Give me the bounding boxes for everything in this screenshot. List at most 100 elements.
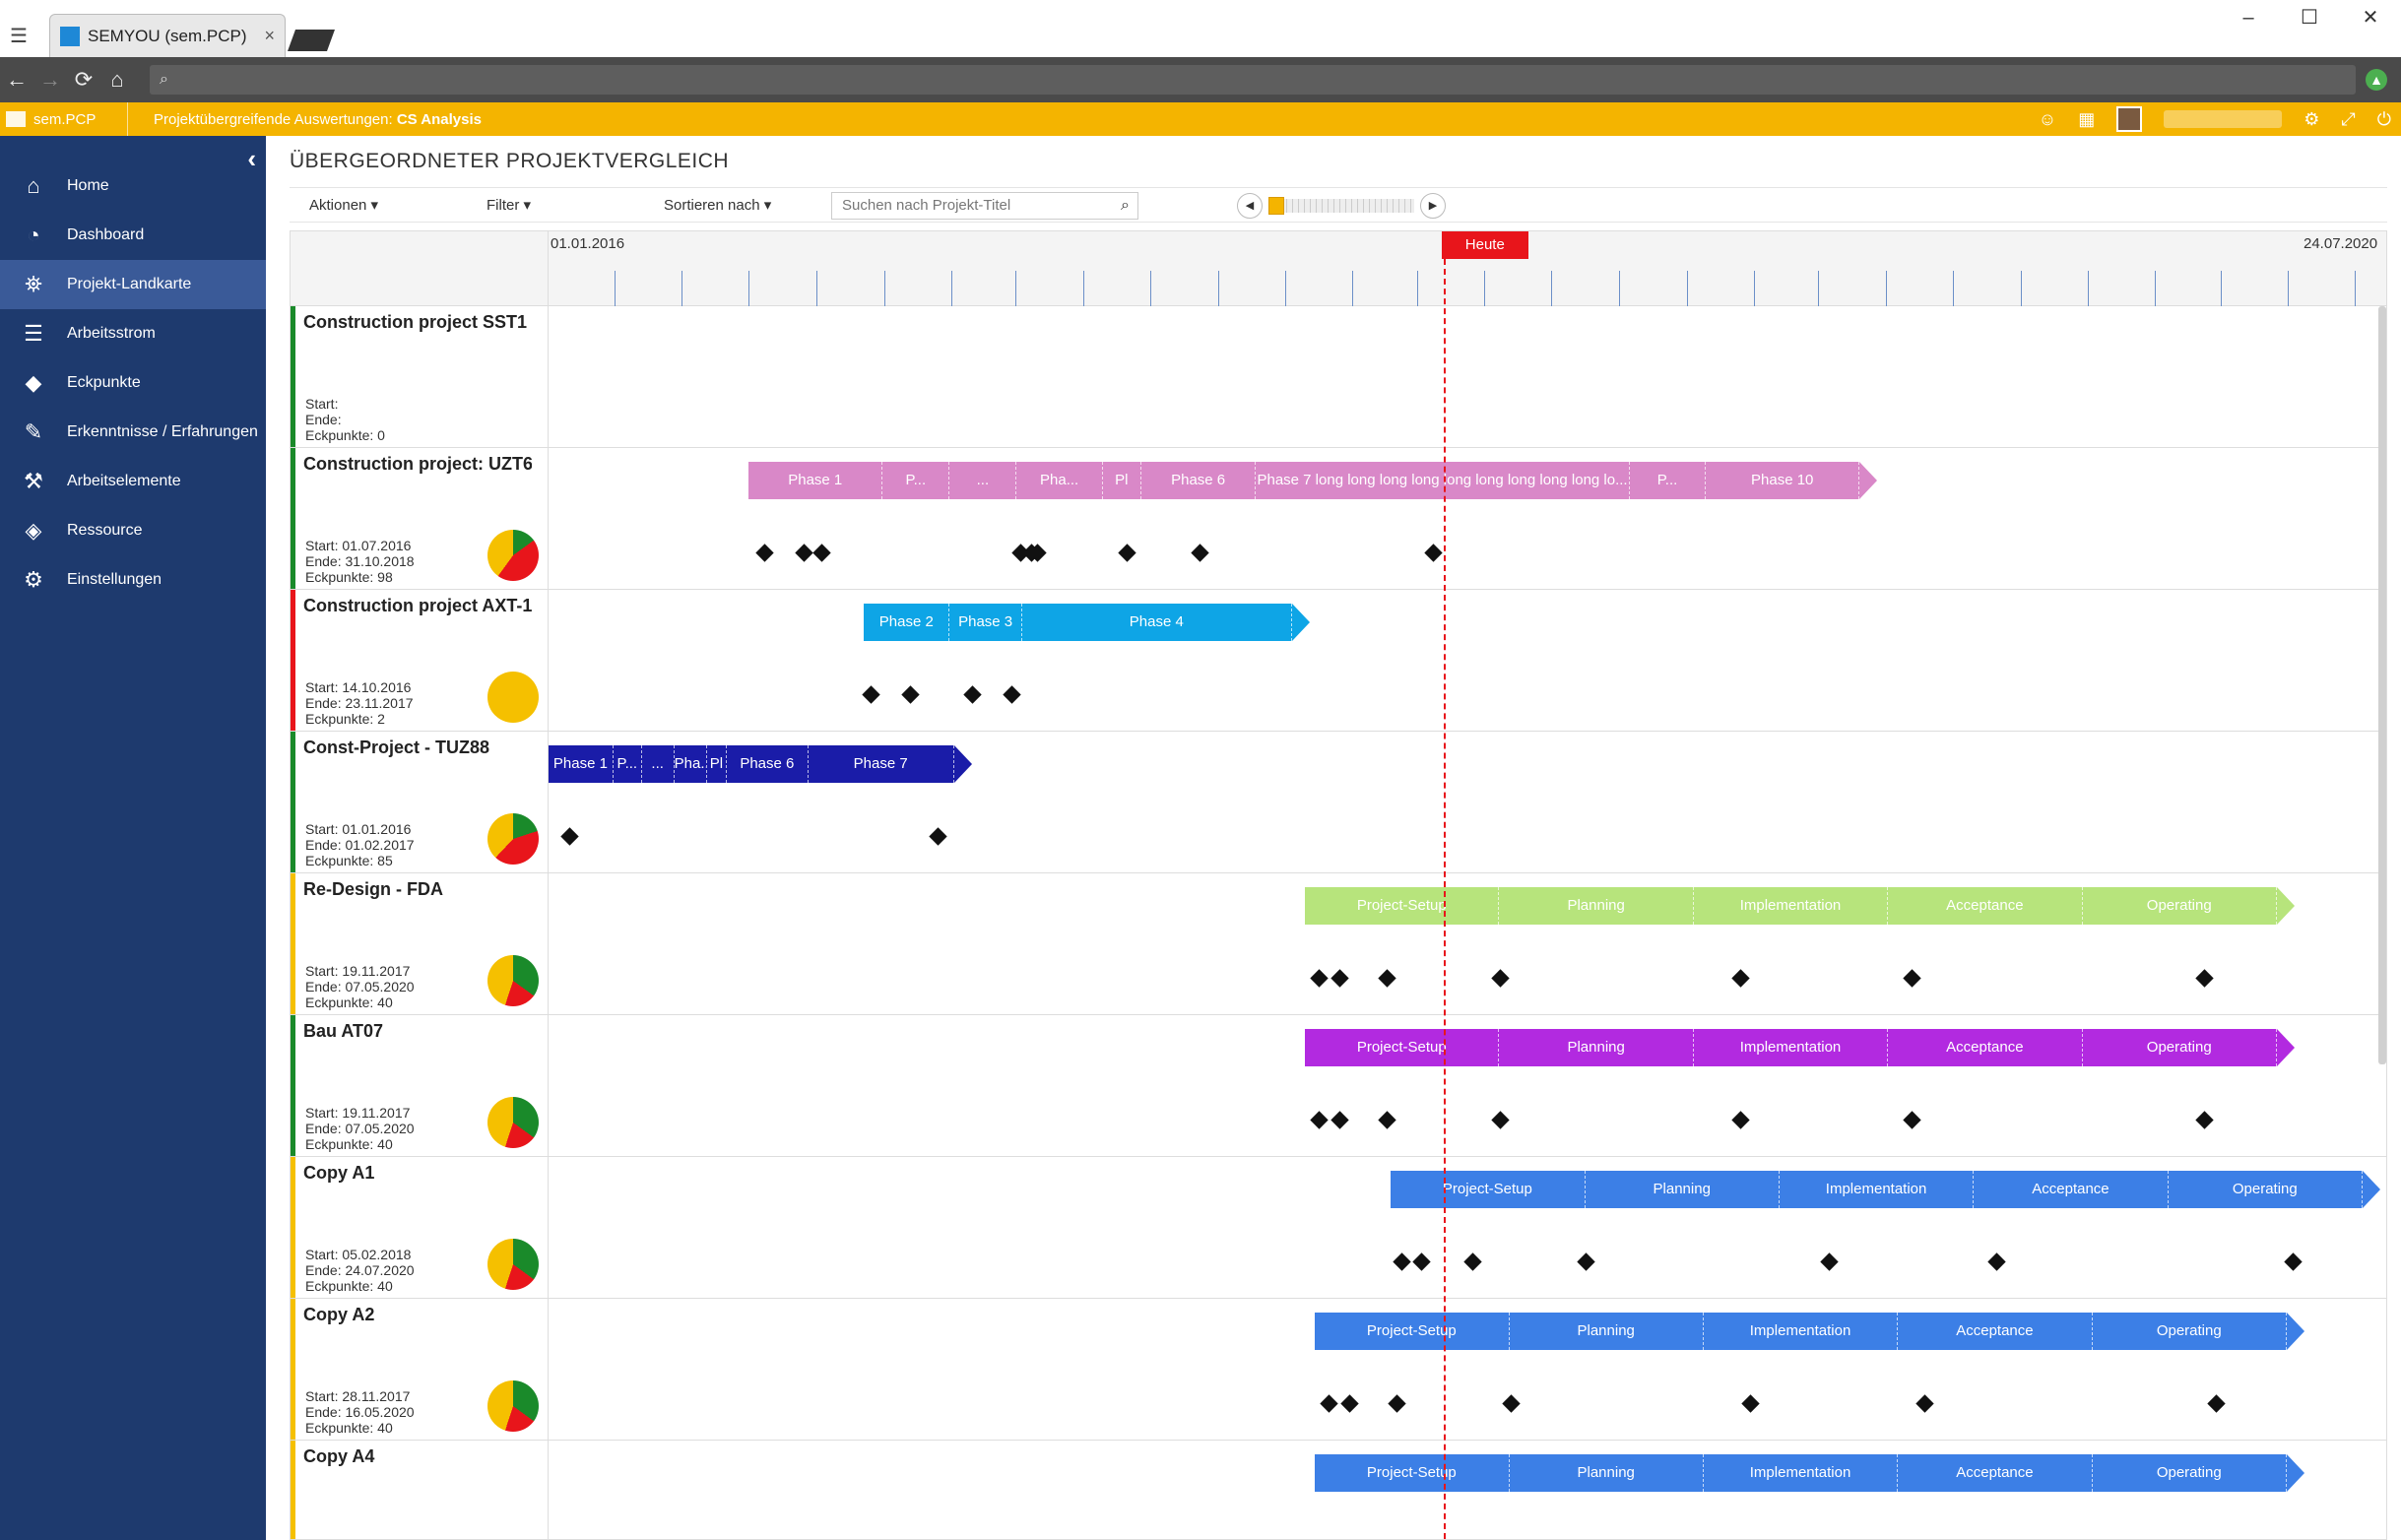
milestone-diamond[interactable] — [1903, 1111, 1922, 1129]
phase-segment[interactable]: Operating — [2092, 1313, 2287, 1350]
forward-icon[interactable]: → — [39, 67, 61, 92]
milestone-diamond[interactable] — [2283, 1252, 2303, 1271]
phase-segment[interactable]: Acceptance — [1898, 1313, 2093, 1350]
project-info[interactable]: Const-Project - TUZ88 Start: 01.01.2016 En… — [291, 732, 549, 872]
settings-gear-icon[interactable]: ⚙ — [2304, 108, 2320, 129]
home-nav-icon[interactable]: ⌂ — [110, 67, 124, 92]
phase-segment[interactable]: P... — [882, 462, 950, 499]
project-info[interactable]: Re-Design - FDA Start: 19.11.2017 Ende: 07… — [291, 873, 549, 1014]
avatar[interactable] — [2116, 106, 2143, 132]
phase-segment[interactable]: Implementation — [1779, 1171, 1975, 1208]
sidebar-item-projekt-landkarte[interactable]: ⛯ Projekt-Landkarte — [0, 260, 266, 309]
fullscreen-icon[interactable]: ⤢ — [2341, 108, 2356, 129]
zoom-slider-handle[interactable] — [1268, 197, 1284, 215]
phase-segment[interactable]: Implementation — [1703, 1313, 1899, 1350]
phase-segment[interactable]: Phase 10 — [1706, 462, 1859, 499]
sidebar-item-ressource[interactable]: ◈ Ressource — [0, 506, 266, 555]
extension-icon[interactable]: ▲ — [2366, 69, 2387, 91]
phase-segment[interactable]: Phase 3 — [949, 604, 1023, 641]
milestone-diamond[interactable] — [1731, 969, 1750, 988]
phase-segment[interactable]: Project-Setup — [1305, 887, 1500, 925]
milestone-diamond[interactable] — [1903, 969, 1922, 988]
phase-segment[interactable]: Phase 2 — [864, 604, 950, 641]
search-input[interactable]: Suchen nach Projekt-Titel ⌕ — [831, 192, 1138, 220]
milestone-diamond[interactable] — [1423, 544, 1443, 562]
phase-segment[interactable]: Pl — [706, 745, 728, 783]
project-info[interactable]: Construction project SST1 Start: Ende: Ec… — [291, 306, 549, 447]
phase-segment[interactable]: Implementation — [1703, 1454, 1899, 1492]
phase-segment[interactable]: Implementation — [1693, 1029, 1889, 1066]
phase-segment[interactable]: Phase 6 — [1140, 462, 1257, 499]
close-tab-icon[interactable]: × — [264, 26, 275, 45]
phase-segment[interactable]: Project-Setup — [1315, 1313, 1510, 1350]
reload-icon[interactable]: ⟳ — [74, 67, 94, 92]
phase-segment[interactable]: ... — [641, 745, 675, 783]
phase-segment[interactable]: ... — [949, 462, 1017, 499]
milestone-diamond[interactable] — [1393, 1252, 1412, 1271]
phase-segment[interactable]: Planning — [1509, 1313, 1704, 1350]
zoom-next-icon[interactable]: ▶ — [1420, 193, 1446, 219]
milestone-diamond[interactable] — [1330, 969, 1349, 988]
milestone-diamond[interactable] — [963, 685, 982, 704]
project-info[interactable]: Copy A4 — [291, 1441, 549, 1539]
phase-segment[interactable]: Acceptance — [1974, 1171, 2169, 1208]
phase-segment[interactable]: Operating — [2082, 1029, 2277, 1066]
milestone-diamond[interactable] — [1319, 1394, 1338, 1413]
milestone-diamond[interactable] — [560, 827, 579, 846]
project-title[interactable]: Construction project SST1 — [303, 312, 528, 332]
sidebar-item-eckpunkte[interactable]: ◆ Eckpunkte — [0, 358, 266, 408]
phase-segment[interactable]: Project-Setup — [1391, 1171, 1586, 1208]
milestone-diamond[interactable] — [1731, 1111, 1750, 1129]
vertical-scrollbar[interactable] — [2378, 306, 2386, 1064]
phase-segment[interactable]: Pha... — [674, 745, 707, 783]
phase-segment[interactable]: Phase 1 — [748, 462, 883, 499]
milestone-diamond[interactable] — [1388, 1394, 1406, 1413]
maximize-icon[interactable]: ☐ — [2301, 7, 2318, 29]
phase-segment[interactable]: Acceptance — [1898, 1454, 2093, 1492]
phase-segment[interactable]: P... — [1629, 462, 1707, 499]
phase-segment[interactable]: Operating — [2092, 1454, 2287, 1492]
phase-segment[interactable]: Project-Setup — [1305, 1029, 1500, 1066]
milestone-diamond[interactable] — [1463, 1252, 1482, 1271]
phase-segment[interactable]: P... — [613, 745, 642, 783]
milestone-diamond[interactable] — [1577, 1252, 1595, 1271]
project-title[interactable]: Re-Design - FDA — [303, 879, 444, 899]
milestone-diamond[interactable] — [795, 544, 813, 562]
project-info[interactable]: Bau AT07 Start: 19.11.2017 Ende: 07.05.202… — [291, 1015, 549, 1156]
milestone-diamond[interactable] — [1118, 544, 1136, 562]
back-icon[interactable]: ← — [6, 67, 28, 92]
status-pie-chart[interactable] — [487, 530, 539, 581]
user-name[interactable] — [2164, 110, 2283, 128]
milestone-diamond[interactable] — [1330, 1111, 1349, 1129]
milestone-diamond[interactable] — [929, 827, 947, 846]
milestone-diamond[interactable] — [1819, 1252, 1839, 1271]
milestone-diamond[interactable] — [812, 544, 831, 562]
project-title[interactable]: Copy A4 — [303, 1446, 375, 1466]
milestone-diamond[interactable] — [1191, 544, 1209, 562]
search-icon[interactable]: ⌕ — [1121, 197, 1130, 214]
sidebar-item-arbeitsstrom[interactable]: ☰ Arbeitsstrom — [0, 309, 266, 358]
milestone-diamond[interactable] — [1378, 969, 1396, 988]
milestone-diamond[interactable] — [901, 685, 920, 704]
phase-segment[interactable]: Phase 6 — [727, 745, 809, 783]
project-info[interactable]: Construction project: UZT6 Start: 01.07.2… — [291, 448, 549, 589]
filter-dropdown[interactable]: Filter ▾ — [487, 197, 532, 214]
milestone-diamond[interactable] — [1914, 1394, 1934, 1413]
milestone-diamond[interactable] — [1987, 1252, 2007, 1271]
milestone-diamond[interactable] — [1502, 1394, 1521, 1413]
project-title[interactable]: Construction project: UZT6 — [303, 454, 532, 474]
sidebar-item-erkenntnisse-erfahrungen[interactable]: ✎ Erkenntnisse / Erfahrungen — [0, 408, 266, 457]
milestone-diamond[interactable] — [1491, 969, 1510, 988]
phase-segment[interactable]: Planning — [1499, 1029, 1694, 1066]
project-title[interactable]: Copy A2 — [303, 1305, 375, 1324]
new-tab-button[interactable] — [287, 30, 336, 51]
app-logo[interactable]: sem.PCP — [0, 102, 128, 136]
milestone-diamond[interactable] — [1741, 1394, 1760, 1413]
milestone-diamond[interactable] — [2195, 969, 2215, 988]
browser-menu-icon[interactable]: ☰ — [10, 26, 28, 47]
milestone-diamond[interactable] — [1309, 969, 1329, 988]
phase-segment[interactable]: Project-Setup — [1315, 1454, 1510, 1492]
sidebar-item-einstellungen[interactable]: ⚙ Einstellungen — [0, 555, 266, 605]
phase-segment[interactable]: Planning — [1585, 1171, 1780, 1208]
close-window-icon[interactable]: ✕ — [2362, 7, 2379, 29]
